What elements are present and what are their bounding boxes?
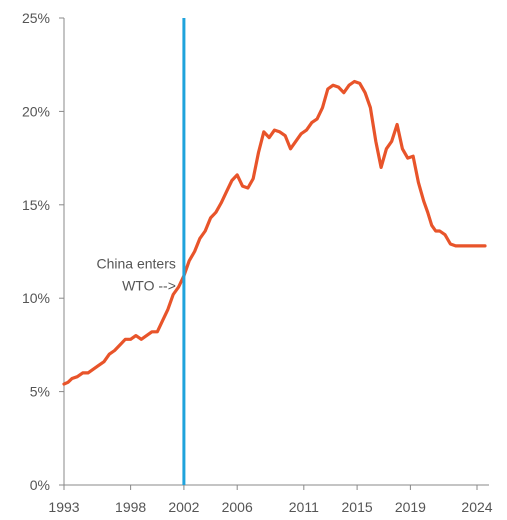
- x-tick-label: 1993: [48, 499, 79, 515]
- y-tick-label: 5%: [30, 384, 50, 400]
- x-tick-label: 2024: [461, 499, 492, 515]
- y-tick-label: 20%: [22, 103, 50, 119]
- y-tick-label: 25%: [22, 10, 50, 26]
- annotation: China enters WTO -->: [97, 256, 176, 294]
- annotation-line-2: WTO -->: [122, 278, 176, 294]
- x-tick-label: 2006: [222, 499, 253, 515]
- x-tick-label: 2002: [168, 499, 199, 515]
- x-tick-label: 2011: [289, 499, 319, 515]
- annotation-line-1: China enters: [97, 256, 176, 272]
- x-tick-label: 2019: [395, 499, 426, 515]
- y-axis: 0% 5% 10% 15% 20% 25%: [22, 10, 65, 493]
- series-layer: [62, 79, 487, 386]
- y-tick-label: 15%: [22, 197, 50, 213]
- y-tick-label: 10%: [22, 290, 50, 306]
- x-tick-label: 1998: [115, 499, 146, 515]
- series-line-0: [62, 79, 487, 386]
- x-axis: 1993 1998 2002 2006 2011 2015 2019 2024: [48, 484, 493, 515]
- x-tick-label: 2015: [342, 499, 373, 515]
- y-tick-label: 0%: [30, 477, 50, 493]
